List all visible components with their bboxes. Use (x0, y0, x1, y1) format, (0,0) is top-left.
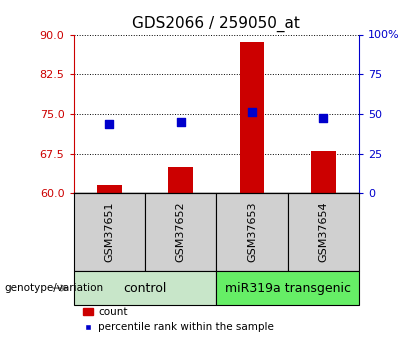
Title: GDS2066 / 259050_at: GDS2066 / 259050_at (132, 16, 300, 32)
Bar (97, 185, 122, 193)
Bar (74, 271, 216, 305)
Bar (168, 167, 193, 193)
Bar (216, 193, 288, 271)
Bar (288, 193, 359, 271)
Text: genotype/variation: genotype/variation (4, 283, 103, 293)
Text: control: control (123, 282, 167, 295)
Point (249, 109, 255, 115)
Bar (74, 193, 145, 271)
Bar (311, 151, 336, 193)
Bar (216, 271, 359, 305)
Point (106, 122, 113, 127)
Text: GSM37651: GSM37651 (104, 202, 114, 262)
Point (320, 115, 327, 121)
Text: GSM37653: GSM37653 (247, 202, 257, 262)
Bar (239, 42, 265, 193)
Bar (145, 193, 216, 271)
Legend: count, percentile rank within the sample: count, percentile rank within the sample (79, 303, 278, 336)
Text: GSM37654: GSM37654 (318, 202, 328, 262)
Text: GSM37652: GSM37652 (176, 202, 186, 262)
Text: miR319a transgenic: miR319a transgenic (225, 282, 351, 295)
Point (177, 119, 184, 125)
